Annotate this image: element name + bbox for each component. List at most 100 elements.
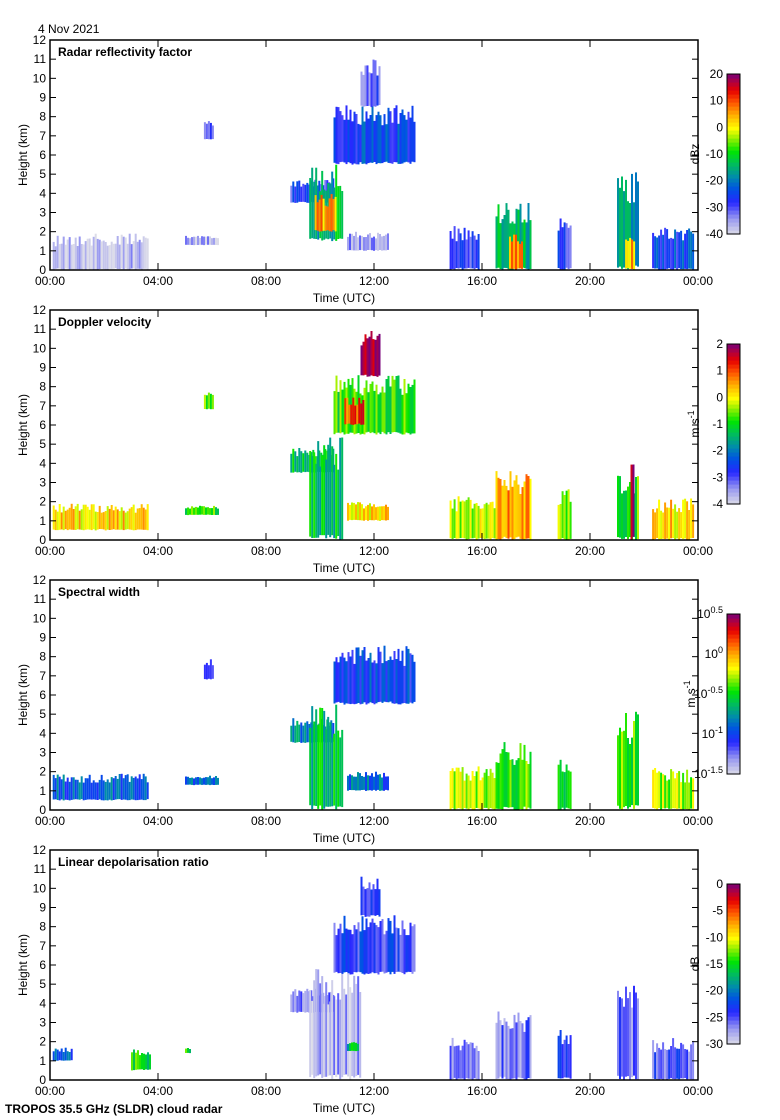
echo-column bbox=[92, 504, 95, 530]
echo-column bbox=[519, 243, 521, 269]
echo-column bbox=[56, 1049, 59, 1061]
colorbar-tick-label: 20 bbox=[710, 67, 724, 81]
colorbar-frame bbox=[726, 73, 741, 235]
echo-column bbox=[625, 179, 627, 269]
echo-column bbox=[96, 512, 99, 530]
echo-column bbox=[567, 770, 570, 809]
echo-column bbox=[58, 1051, 61, 1061]
echo-column bbox=[499, 479, 502, 540]
echo-column bbox=[58, 244, 61, 269]
colorbar: 20 10 0 -10 -20 -30 -40 dBz bbox=[688, 67, 741, 241]
colorbar-swatch bbox=[727, 118, 740, 123]
echo-region bbox=[347, 771, 389, 791]
echo-column bbox=[495, 216, 498, 269]
echo-column bbox=[505, 1021, 508, 1080]
x-tick-label: 16:00 bbox=[467, 1084, 497, 1098]
echo-column bbox=[309, 990, 312, 1078]
echo-column bbox=[379, 921, 382, 972]
echo-column bbox=[132, 241, 135, 269]
colorbar-tick-label: -3 bbox=[712, 470, 723, 484]
echo-region bbox=[495, 471, 532, 540]
echo-column bbox=[674, 1047, 677, 1080]
echo-column bbox=[353, 235, 355, 251]
echo-column bbox=[393, 915, 396, 974]
echo-column bbox=[317, 724, 320, 809]
echo-column bbox=[467, 497, 470, 539]
echo-column bbox=[207, 236, 209, 245]
colorbar-swatch bbox=[727, 452, 740, 457]
echo-column bbox=[463, 780, 466, 808]
colorbar-swatch bbox=[727, 138, 740, 143]
echo-column bbox=[631, 239, 634, 269]
echo-column bbox=[652, 232, 655, 269]
echo-column bbox=[199, 237, 201, 245]
y-tick-label: 0 bbox=[39, 803, 46, 817]
echo-column bbox=[139, 1055, 141, 1070]
echo-column bbox=[501, 1025, 504, 1079]
echo-column bbox=[211, 508, 213, 515]
echo-column bbox=[559, 218, 562, 270]
echo-column bbox=[483, 772, 486, 808]
colorbar-tick-label: 0 bbox=[716, 877, 723, 891]
echo-column bbox=[296, 995, 299, 1013]
echo-column bbox=[112, 243, 115, 269]
echo-column bbox=[403, 115, 406, 163]
x-tick-label: 08:00 bbox=[251, 814, 281, 828]
echo-column bbox=[635, 992, 637, 1080]
x-tick-label: 00:00 bbox=[683, 1084, 713, 1098]
colorbar-swatch bbox=[727, 388, 740, 393]
colorbar-swatch bbox=[727, 694, 740, 699]
echo-column bbox=[633, 241, 636, 270]
y-tick-label: 9 bbox=[39, 631, 46, 645]
colorbar-swatch bbox=[727, 114, 740, 119]
echo-region bbox=[333, 105, 416, 165]
colorbar-swatch bbox=[727, 956, 740, 961]
echo-column bbox=[359, 655, 362, 705]
echo-column bbox=[365, 772, 367, 791]
echo-column bbox=[209, 122, 212, 140]
echo-column bbox=[357, 237, 359, 251]
echo-column bbox=[355, 1042, 357, 1052]
echo-column bbox=[373, 660, 376, 705]
echo-column bbox=[327, 716, 330, 807]
echo-column bbox=[383, 114, 386, 163]
echo-column bbox=[621, 998, 623, 1077]
y-tick-label: 1 bbox=[39, 244, 46, 258]
echo-column bbox=[120, 507, 123, 530]
colorbar-swatch bbox=[727, 468, 740, 473]
echo-column bbox=[499, 753, 502, 809]
echo-column bbox=[339, 999, 342, 1080]
echo-region bbox=[449, 766, 496, 810]
echo-column bbox=[511, 759, 514, 808]
echo-column bbox=[313, 721, 316, 806]
echo-column bbox=[365, 237, 367, 251]
echo-column bbox=[461, 767, 464, 810]
echo-column bbox=[213, 505, 215, 515]
echo-column bbox=[401, 650, 404, 704]
echo-column bbox=[395, 659, 398, 704]
echo-column bbox=[98, 505, 101, 529]
echo-column bbox=[313, 980, 316, 1079]
colorbar-swatch bbox=[727, 360, 740, 365]
echo-column bbox=[371, 773, 373, 791]
echo-column bbox=[317, 441, 320, 538]
y-tick-label: 9 bbox=[39, 901, 46, 915]
echo-column bbox=[334, 196, 337, 232]
panel-title: Linear depolarisation ratio bbox=[58, 855, 209, 869]
echo-column bbox=[306, 452, 309, 472]
echo-column bbox=[459, 771, 462, 809]
echo-column bbox=[493, 778, 496, 810]
echo-column bbox=[371, 105, 374, 163]
x-tick-label: 16:00 bbox=[467, 544, 497, 558]
x-tick-label: 00:00 bbox=[35, 814, 65, 828]
echo-column bbox=[623, 191, 625, 268]
echo-column bbox=[407, 648, 410, 704]
echo-column bbox=[337, 928, 340, 974]
echo-column bbox=[64, 510, 67, 530]
echo-column bbox=[413, 379, 416, 434]
echo-column bbox=[366, 65, 369, 106]
echo-column bbox=[495, 1022, 498, 1079]
echo-column bbox=[471, 1042, 474, 1080]
echo-column bbox=[304, 450, 307, 473]
